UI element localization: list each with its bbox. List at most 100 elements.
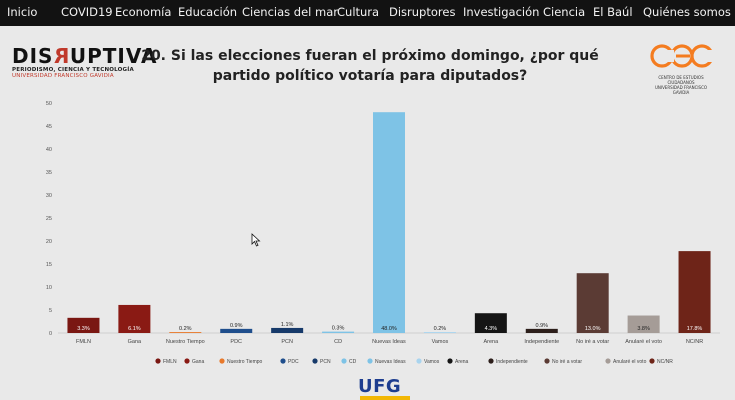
- x-tick-label: Vamos: [432, 339, 449, 345]
- data-label: 0.3%: [332, 326, 345, 332]
- legend-swatch: [184, 358, 190, 364]
- legend-label: PDC: [288, 359, 299, 365]
- y-axis: 0 5 10 15 20 25 30 35 40 45 50: [46, 101, 52, 337]
- x-tick-label: CD: [334, 339, 342, 345]
- bar-anular-el-voto: [627, 315, 660, 333]
- nav-item-covid19[interactable]: COVID19: [61, 5, 113, 19]
- data-label: 48.0%: [381, 326, 397, 332]
- x-tick-label: PCN: [281, 339, 293, 345]
- legend-swatch: [447, 358, 453, 364]
- bar-independiente: [525, 328, 558, 333]
- mouse-cursor-icon: [251, 233, 261, 247]
- cec-logo: CENTRO DE ESTUDIOS CIUDADANOS UNIVERSIDA…: [650, 42, 714, 95]
- bar-gana: [118, 304, 151, 333]
- nav-item-quienes-somos[interactable]: Quiénes somos: [643, 5, 731, 19]
- legend-label: Nuevas Ideas: [375, 359, 406, 365]
- data-label: 0.9%: [230, 323, 243, 329]
- legend-label: Arena: [455, 359, 469, 365]
- data-label: 1.1%: [281, 322, 294, 328]
- legend-label: PCN: [320, 359, 331, 365]
- data-label: 0.9%: [535, 323, 548, 329]
- legend-label: Anularé el voto: [613, 359, 647, 365]
- x-tick-label: PDC: [230, 339, 242, 345]
- legend-swatch: [649, 358, 655, 364]
- bar-pcn: [271, 327, 304, 333]
- legend-swatch: [280, 358, 286, 364]
- legend-label: CD: [349, 359, 357, 365]
- x-tick-label: Arena: [484, 339, 500, 345]
- logo-university: UNIVERSIDAD FRANCISCO GAVIDIA: [12, 73, 114, 79]
- disruptiva-wordmark: DISRUPTIVA: [12, 44, 158, 68]
- nav-item-educacion[interactable]: Educación: [178, 5, 238, 19]
- bar-nuestro-tiempo: [169, 332, 202, 333]
- x-tick-label: FMLN: [76, 339, 91, 345]
- question-title: 20. Si las elecciones fueran el próximo …: [141, 48, 599, 84]
- bar-pdc: [220, 328, 253, 333]
- data-label: 6.1%: [128, 326, 141, 332]
- nav-item-disruptores[interactable]: Disruptores: [389, 5, 456, 19]
- y-tick-label: 15: [46, 262, 52, 268]
- legend-swatch: [416, 358, 422, 364]
- legend-swatch: [544, 358, 550, 364]
- nav-item-cultura[interactable]: Cultura: [337, 5, 380, 19]
- bar-fmln: [67, 317, 100, 333]
- cec-caption: CENTRO DE ESTUDIOS CIUDADANOS UNIVERSIDA…: [654, 75, 708, 95]
- y-tick-label: 40: [46, 147, 52, 153]
- legend-label: Independiente: [496, 359, 528, 365]
- nav-item-inicio[interactable]: Inicio: [7, 5, 38, 19]
- data-label: 3.3%: [77, 326, 90, 332]
- survey-slide: [0, 26, 735, 400]
- nav-item-el-baul[interactable]: El Baúl: [593, 5, 633, 19]
- y-tick-label: 30: [46, 193, 52, 199]
- x-tick-label: NC/NR: [686, 339, 703, 345]
- x-tick-label: Nuestro Tiempo: [166, 339, 205, 345]
- y-tick-label: 50: [46, 101, 52, 107]
- legend-swatch: [155, 358, 161, 364]
- nav-item-ciencia[interactable]: Ciencia: [543, 5, 586, 19]
- bar-nuevas-ideas: [373, 112, 405, 333]
- bar-cd: [322, 331, 355, 333]
- data-label: 13.0%: [585, 326, 601, 332]
- legend-label: Nuestro Tiempo: [227, 359, 263, 365]
- disruptiva-logo: DISRUPTIVA PERIODISMO, CIENCIA Y TECNOLO…: [12, 44, 157, 79]
- ufg-logo-bar: [360, 396, 410, 400]
- data-label: 3.8%: [637, 326, 650, 332]
- x-tick-label: Independiente: [524, 339, 559, 345]
- bar-arena: [474, 313, 507, 333]
- legend-label: NC/NR: [657, 359, 673, 365]
- nav-item-investigacion[interactable]: Investigación: [463, 5, 540, 19]
- legend-label: Gana: [192, 359, 204, 365]
- x-tick-label: No iré a votar: [576, 339, 609, 345]
- x-tick-label: Nuevas Ideas: [372, 339, 406, 345]
- bar-no-ir-a-votar: [576, 273, 609, 333]
- y-tick-label: 0: [49, 331, 52, 337]
- bar-nc-nr: [678, 251, 711, 333]
- legend-label: No iré a votar: [552, 359, 582, 365]
- legend-swatch: [341, 358, 347, 364]
- data-label: 17.8%: [687, 326, 703, 332]
- data-label: 4.3%: [485, 326, 498, 332]
- y-tick-label: 45: [46, 124, 52, 130]
- y-tick-label: 10: [46, 285, 52, 291]
- ufg-logo: UFG: [358, 376, 402, 397]
- legend-swatch: [488, 358, 494, 364]
- data-label: 0.2%: [179, 326, 192, 332]
- y-tick-label: 20: [46, 239, 52, 245]
- legend-swatch: [312, 358, 318, 364]
- x-tick-label: Anularé el voto: [625, 339, 662, 345]
- legend-swatch: [219, 358, 225, 364]
- nav-item-economia[interactable]: Economía: [115, 5, 172, 19]
- y-tick-label: 35: [46, 170, 52, 176]
- y-tick-label: 5: [49, 308, 52, 314]
- top-navigation: Inicio COVID19 Economía Educación Cienci…: [0, 0, 735, 26]
- x-tick-label: Gana: [128, 339, 142, 345]
- legend-label: FMLN: [163, 359, 177, 365]
- legend-swatch: [367, 358, 373, 364]
- nav-item-ciencias-del-mar[interactable]: Ciencias del mar: [242, 5, 339, 19]
- legend-label: Vamos: [424, 359, 440, 365]
- data-label: 0.2%: [434, 326, 447, 332]
- bars: 3.3% FMLN 6.1% Gana 0.2% Nuestro Tiempo 0.9% PD…: [67, 112, 711, 345]
- y-tick-label: 25: [46, 216, 52, 222]
- legend-swatch: [605, 358, 611, 364]
